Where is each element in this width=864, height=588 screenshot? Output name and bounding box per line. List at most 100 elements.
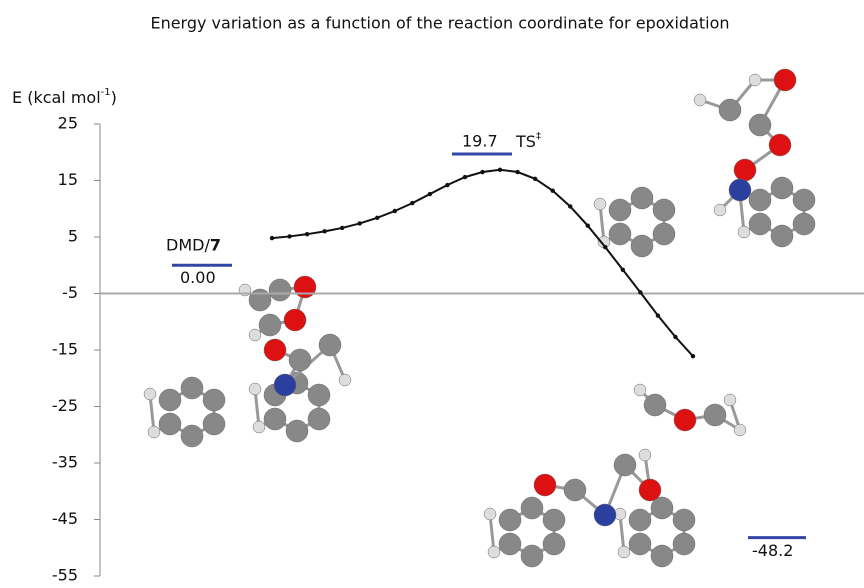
atom (770, 224, 794, 248)
atom (307, 407, 331, 431)
atom (273, 373, 297, 397)
bond (488, 513, 496, 553)
level-value-label: -48.2 (752, 541, 793, 560)
atom (773, 68, 797, 92)
point (304, 231, 310, 237)
atom (630, 186, 654, 210)
atom (533, 473, 557, 497)
atom (673, 408, 697, 432)
atom (542, 532, 566, 556)
atom (613, 453, 637, 477)
level-value-label: 19.7 (462, 131, 498, 150)
level-name: TS‡ (515, 131, 541, 151)
atom (630, 234, 654, 258)
atom (498, 532, 522, 556)
atom (650, 544, 674, 568)
point (655, 313, 661, 318)
bond (598, 203, 606, 243)
atom (307, 383, 331, 407)
bond (253, 388, 261, 428)
atom (202, 388, 226, 412)
atom (693, 93, 707, 107)
y-tick-label: 25 (58, 114, 78, 133)
level-value-label: 0.00 (180, 268, 216, 287)
atom (672, 532, 696, 556)
atom (143, 387, 157, 401)
atom (638, 478, 662, 502)
atom (748, 188, 772, 212)
point (620, 267, 626, 272)
y-label-end: ) (111, 88, 117, 107)
atom (792, 212, 816, 236)
point (638, 290, 643, 295)
atom (180, 376, 204, 400)
atom (252, 420, 266, 434)
atom (638, 448, 652, 462)
atom (672, 508, 696, 532)
atom (792, 188, 816, 212)
point (515, 169, 520, 175)
atom (180, 424, 204, 448)
level-name-text: TS (515, 131, 536, 150)
y-tick-label: 5 (68, 227, 78, 246)
atom (703, 403, 727, 427)
level-name-text: DMD/ (166, 235, 210, 254)
point (357, 221, 362, 226)
point (322, 229, 327, 234)
atom (748, 73, 762, 87)
atom (748, 113, 772, 137)
bond (148, 393, 156, 433)
atom (258, 313, 282, 337)
energy-curve (271, 168, 694, 357)
atom (733, 423, 747, 437)
atom (498, 508, 522, 532)
atom (263, 407, 287, 431)
point (603, 244, 608, 250)
y-tick-label: -55 (52, 566, 78, 585)
atom (643, 393, 667, 417)
chart-title: Energy variation as a function of the re… (150, 14, 729, 33)
level-name-sup: ‡ (536, 131, 541, 142)
atom (487, 545, 501, 559)
atom (283, 308, 307, 332)
atom (248, 382, 262, 396)
atom (768, 133, 792, 157)
atom (202, 412, 226, 436)
point (532, 176, 538, 182)
point (480, 169, 485, 175)
atom (737, 225, 751, 239)
atom (285, 419, 309, 443)
atom (520, 544, 544, 568)
y-tick-label: -5 (62, 283, 78, 302)
atom (593, 503, 617, 527)
atom (723, 393, 737, 407)
atom (628, 532, 652, 556)
y-label-sup: -1 (101, 87, 111, 98)
atom (293, 275, 317, 299)
atom (542, 508, 566, 532)
y-tick-label: -45 (52, 509, 78, 528)
y-tick-label: -35 (52, 453, 78, 472)
bond (618, 513, 626, 553)
atom (770, 176, 794, 200)
atom (608, 222, 632, 246)
atom (652, 198, 676, 222)
point (497, 167, 503, 172)
atom (593, 197, 607, 211)
atom (158, 412, 182, 436)
atom (158, 388, 182, 412)
atom (288, 348, 312, 372)
atom (628, 508, 652, 532)
y-tick-label: 15 (58, 170, 78, 189)
atom (718, 98, 742, 122)
atom (713, 203, 727, 217)
y-tick-label: -25 (52, 396, 78, 415)
point (339, 225, 345, 231)
point (427, 191, 433, 197)
atom (617, 545, 631, 559)
atom (520, 496, 544, 520)
atom (652, 222, 676, 246)
atom (263, 338, 287, 362)
atom (268, 278, 292, 302)
